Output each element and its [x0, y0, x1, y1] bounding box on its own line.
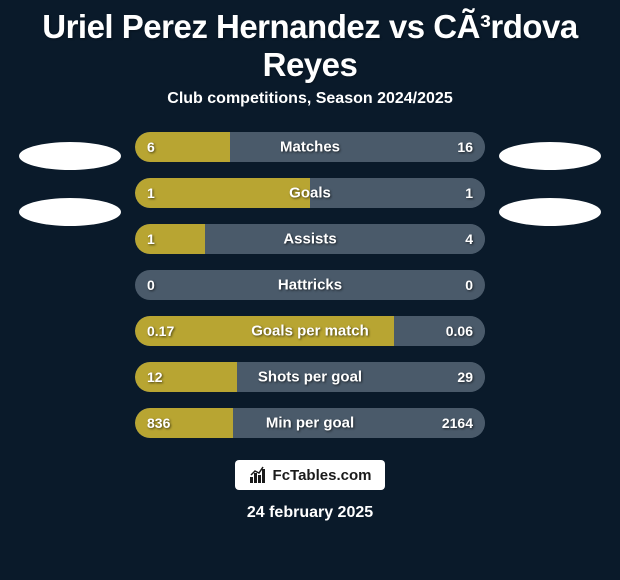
bar-fill-left: [135, 178, 310, 208]
stat-bar: Matches 6 16: [135, 132, 485, 162]
bar-value-left: 1: [147, 231, 155, 247]
bar-value-left: 0.17: [147, 323, 174, 339]
left-logo-1: [19, 142, 121, 170]
right-logo-1: [499, 142, 601, 170]
bar-label: Goals: [289, 185, 331, 202]
bar-value-right: 16: [457, 139, 473, 155]
right-logo-column: [499, 132, 601, 226]
bar-fill-right: [205, 224, 485, 254]
bar-label: Goals per match: [251, 323, 369, 340]
bar-fill-left: [135, 224, 205, 254]
bar-label: Assists: [283, 231, 336, 248]
bars-column: Matches 6 16 Goals 1 1 Assists 1 4 Hattricks 0 0 Goa…: [135, 132, 485, 438]
bar-label: Hattricks: [278, 277, 342, 294]
right-logo-2: [499, 198, 601, 226]
bar-value-left: 0: [147, 277, 155, 293]
stat-bar: Shots per goal 12 29: [135, 362, 485, 392]
bar-value-left: 1: [147, 185, 155, 201]
bar-fill-right: [310, 178, 485, 208]
stat-bar: Goals 1 1: [135, 178, 485, 208]
bar-fill-right: [230, 132, 486, 162]
bar-value-right: 1: [465, 185, 473, 201]
bar-value-right: 4: [465, 231, 473, 247]
subtitle: Club competitions, Season 2024/2025: [167, 90, 452, 108]
date-text: 24 february 2025: [247, 504, 373, 522]
bar-value-left: 12: [147, 369, 163, 385]
bar-value-right: 29: [457, 369, 473, 385]
bar-value-right: 0.06: [446, 323, 473, 339]
stat-bar: Goals per match 0.17 0.06: [135, 316, 485, 346]
stat-bar: Hattricks 0 0: [135, 270, 485, 300]
bar-label: Min per goal: [266, 415, 354, 432]
source-badge-text: FcTables.com: [273, 467, 372, 484]
left-logo-column: [19, 132, 121, 226]
bar-value-right: 0: [465, 277, 473, 293]
bar-label: Shots per goal: [258, 369, 362, 386]
bar-label: Matches: [280, 139, 340, 156]
source-badge: FcTables.com: [235, 460, 386, 490]
left-logo-2: [19, 198, 121, 226]
comparison-area: Matches 6 16 Goals 1 1 Assists 1 4 Hattricks 0 0 Goa…: [0, 132, 620, 438]
bar-value-left: 836: [147, 415, 170, 431]
stat-bar: Min per goal 836 2164: [135, 408, 485, 438]
comparison-infographic: Uriel Perez Hernandez vs CÃ³rdova Reyes …: [0, 0, 620, 580]
page-title: Uriel Perez Hernandez vs CÃ³rdova Reyes: [0, 0, 620, 90]
stat-bar: Assists 1 4: [135, 224, 485, 254]
chart-icon: [249, 466, 267, 484]
bar-value-left: 6: [147, 139, 155, 155]
bar-value-right: 2164: [442, 415, 473, 431]
